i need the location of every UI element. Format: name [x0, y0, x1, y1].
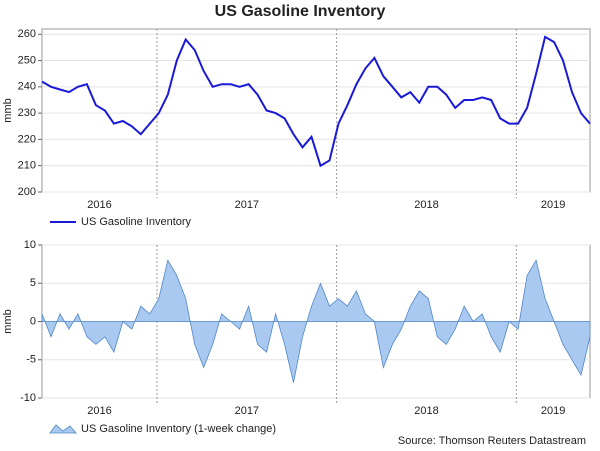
- line: [41, 35, 591, 168]
- area: [41, 259, 591, 383]
- source: Source: Thomson Reuters Datastream: [398, 435, 586, 447]
- x-tick-label: 2016: [87, 199, 111, 211]
- y-axis-label: mmb: [2, 309, 14, 333]
- y-axis-label: mmb: [2, 98, 14, 122]
- y-tick-label: 220: [18, 133, 36, 145]
- y-tick-label: -5: [26, 354, 36, 366]
- x-tick-label: 2017: [235, 405, 259, 417]
- x-tick-label: 2019: [541, 199, 565, 211]
- y-tick-label: 0: [30, 315, 36, 327]
- x-tick-label: 2016: [87, 405, 111, 417]
- plot-area: [41, 28, 591, 193]
- legend-label: US Gasoline Inventory (1-week change): [81, 423, 276, 435]
- x-tick-label: 2018: [414, 405, 438, 417]
- legend-swatch: [49, 424, 77, 434]
- y-tick-label: -10: [20, 392, 36, 404]
- y-tick-label: 240: [18, 81, 36, 93]
- x-tick-label: 2019: [541, 405, 565, 417]
- x-tick-label: 2017: [235, 199, 259, 211]
- chart-title: US Gasoline Inventory: [215, 3, 386, 20]
- y-tick-label: 5: [30, 277, 36, 289]
- y-tick-label: 200: [18, 186, 36, 198]
- y-tick-label: 210: [18, 160, 36, 172]
- x-tick-label: 2018: [414, 199, 438, 211]
- y-tick-label: 230: [18, 107, 36, 119]
- y-tick-label: 260: [18, 28, 36, 40]
- y-tick-label: 250: [18, 54, 36, 66]
- y-tick-label: 10: [24, 239, 36, 251]
- legend-label: US Gasoline Inventory: [81, 216, 192, 228]
